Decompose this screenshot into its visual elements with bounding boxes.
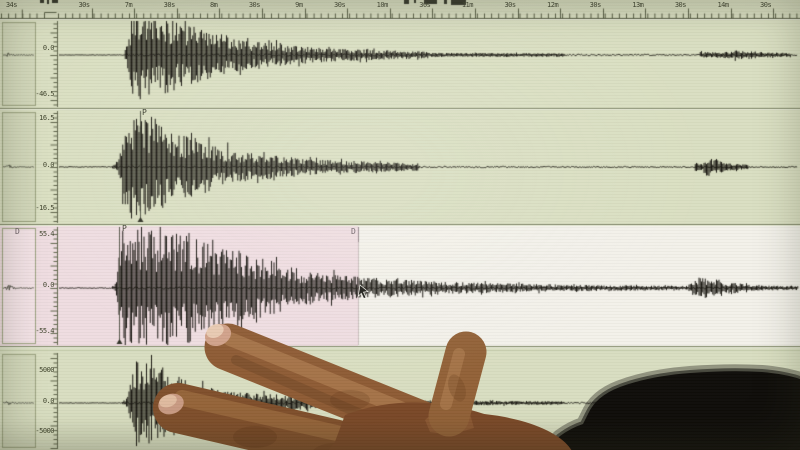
- ruler-tick-label: 9m: [295, 1, 303, 9]
- amplitude-label: -16.5: [35, 204, 54, 212]
- ruler-tick-label: 30s: [78, 1, 90, 9]
- ruler-tick-label: 11m: [461, 1, 474, 9]
- phase-marker-p-trace3[interactable]: P: [122, 224, 127, 233]
- amplitude-label: 0.0: [42, 44, 55, 52]
- selection-marker-d-start[interactable]: D: [15, 227, 20, 236]
- ruler-tick-label: 13m: [632, 1, 644, 9]
- ruler-tick-label: 30s: [248, 1, 261, 9]
- ruler-tick-label: 30s: [419, 1, 431, 9]
- amplitude-label: -5000: [35, 427, 54, 435]
- selection-marker-d-end[interactable]: D: [351, 227, 356, 236]
- ruler-tick-label: 12m: [547, 1, 559, 9]
- amplitude-label: -55.4: [35, 327, 54, 335]
- ruler-tick-label: 30s: [589, 1, 602, 9]
- amplitude-label: 16.5: [39, 114, 54, 122]
- ruler-tick-label: 7m: [124, 1, 133, 9]
- ruler-tick-label: 30s: [760, 1, 772, 9]
- amplitude-label: 0.0: [42, 281, 55, 289]
- ruler-tick-label: 30s: [504, 1, 516, 9]
- amplitude-label: 0.0: [42, 397, 55, 405]
- ruler-tick-label: 10m: [376, 1, 389, 9]
- amplitude-label: 5000: [39, 366, 54, 374]
- phase-marker-p-trace2[interactable]: P: [142, 108, 147, 117]
- ruler-tick-label: 30s: [334, 1, 346, 9]
- ruler-tick-label: 14m: [717, 1, 729, 9]
- amplitude-label: -46.5: [35, 90, 54, 98]
- ruler-tick-label: 30s: [163, 1, 176, 9]
- ruler-tick-label: 8m: [209, 1, 218, 9]
- ruler-tick-label: 30s: [674, 1, 687, 9]
- amplitude-label: 0.0: [42, 161, 55, 169]
- ruler-mini-label: 34s: [5, 1, 18, 9]
- time-ruler[interactable]: 30s 7m 30s 8m 30s 9m 30s 10m 30s 11m 30s 12m 30s 13m 3…: [0, 0, 800, 19]
- amplitude-label: 55.4: [39, 230, 54, 238]
